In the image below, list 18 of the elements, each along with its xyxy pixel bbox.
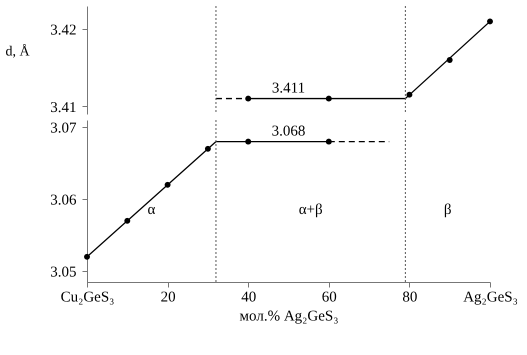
annotation: 3.068 [272,124,306,140]
y-tick-label: 3.05 [50,264,76,281]
annotation: β [444,202,452,218]
y-tick-label: 3.41 [50,100,76,116]
y-tick-label: 3.07 [50,120,77,137]
y-tick-label: 3.06 [50,192,77,209]
x-tick-label: 60 [322,290,337,306]
x-tick-label: Cu₂GeS₃ [60,290,114,306]
x-tick-label: 80 [402,290,418,306]
annotation: α [148,202,156,218]
x-tick-label: 20 [160,290,176,306]
y-tick-label: 3.42 [50,22,76,39]
annotation: 3.411 [272,80,306,97]
x-axis-title: мол.% Ag₂GeS₃ [240,308,338,324]
y-axis-title: d, Å [6,44,30,60]
x-tick-label: 40 [241,290,256,306]
x-tick-label: Ag₂GeS₃ [463,290,518,306]
annotation: α+β [298,202,323,218]
